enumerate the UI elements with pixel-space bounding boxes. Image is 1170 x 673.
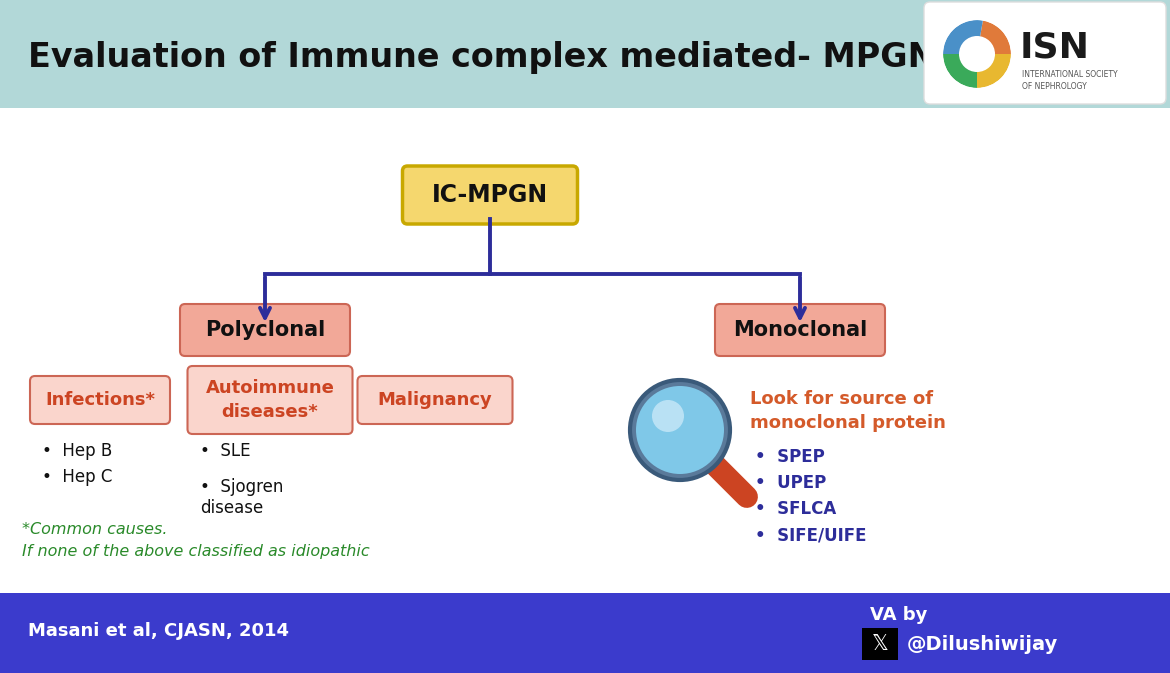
Text: •  Hep C: • Hep C — [42, 468, 112, 486]
Text: IC-MPGN: IC-MPGN — [432, 183, 548, 207]
FancyBboxPatch shape — [924, 2, 1166, 104]
Wedge shape — [943, 20, 983, 54]
Wedge shape — [977, 54, 1011, 88]
Text: •  SLE: • SLE — [200, 442, 250, 460]
Text: ISN: ISN — [1020, 30, 1090, 64]
FancyBboxPatch shape — [402, 166, 578, 224]
Text: Polyclonal: Polyclonal — [205, 320, 325, 340]
Text: If none of the above classified as idiopathic: If none of the above classified as idiop… — [22, 544, 370, 559]
Text: *Common causes.: *Common causes. — [22, 522, 167, 537]
Text: Malignancy: Malignancy — [378, 391, 493, 409]
Circle shape — [636, 386, 724, 474]
FancyBboxPatch shape — [358, 376, 512, 424]
Text: Monoclonal: Monoclonal — [732, 320, 867, 340]
Text: •  SPEP: • SPEP — [755, 448, 825, 466]
Text: Infections*: Infections* — [44, 391, 154, 409]
Text: Look for source of
monoclonal protein: Look for source of monoclonal protein — [750, 390, 945, 431]
Circle shape — [959, 36, 994, 72]
Bar — [0, 593, 1170, 673]
FancyBboxPatch shape — [862, 628, 899, 660]
FancyBboxPatch shape — [715, 304, 885, 356]
FancyBboxPatch shape — [187, 366, 352, 434]
Text: VA by: VA by — [870, 606, 928, 624]
Text: 𝕏: 𝕏 — [872, 634, 888, 654]
Text: •  Sjogren
disease: • Sjogren disease — [200, 478, 283, 517]
Text: •  UPEP: • UPEP — [755, 474, 826, 492]
FancyArrowPatch shape — [714, 464, 746, 497]
Text: •  SIFE/UIFE: • SIFE/UIFE — [755, 526, 867, 544]
Text: •  Hep B: • Hep B — [42, 442, 112, 460]
Text: Evaluation of Immune complex mediated- MPGN: Evaluation of Immune complex mediated- M… — [28, 42, 936, 75]
Circle shape — [652, 400, 684, 432]
Text: @Dilushiwijay: @Dilushiwijay — [907, 635, 1058, 653]
Circle shape — [629, 380, 730, 480]
Wedge shape — [977, 20, 1011, 54]
FancyBboxPatch shape — [30, 376, 170, 424]
Text: •  SFLCA: • SFLCA — [755, 500, 837, 518]
FancyBboxPatch shape — [180, 304, 350, 356]
Bar — [0, 0, 1170, 108]
Text: Autoimmune
diseases*: Autoimmune diseases* — [206, 379, 335, 421]
Text: INTERNATIONAL SOCIETY
OF NEPHROLOGY: INTERNATIONAL SOCIETY OF NEPHROLOGY — [1023, 70, 1117, 91]
Wedge shape — [943, 54, 977, 88]
Text: Masani et al, CJASN, 2014: Masani et al, CJASN, 2014 — [28, 622, 289, 640]
